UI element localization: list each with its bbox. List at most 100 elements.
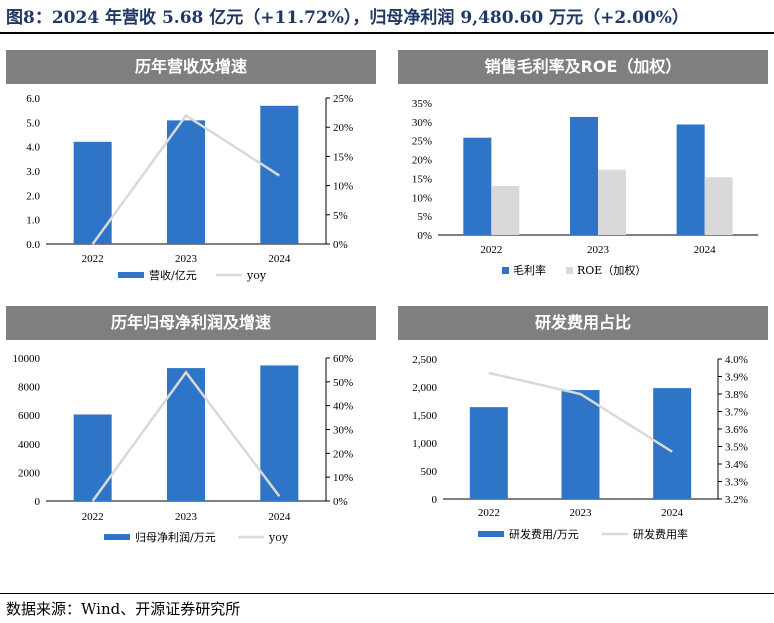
- y2-tick-label: 3.3%: [725, 477, 748, 489]
- legend-swatch: [566, 267, 573, 274]
- y-tick-label: 2,000: [412, 382, 437, 394]
- y-tick-label: 0: [35, 496, 41, 508]
- legend-label: yoy: [246, 269, 267, 282]
- x-tick-label: 2022: [82, 511, 104, 523]
- x-tick-label: 2023: [570, 507, 593, 519]
- y2-tick-label: 20%: [333, 448, 353, 460]
- y-tick-label: 2,500: [412, 354, 437, 366]
- revenue-chart-panel: 历年营收及增速 0.0 1.0 2.0 3.0 4.0 5.0 6.0 0% 5% 10% 15% 2…: [6, 50, 376, 320]
- legend-label: 归母净利润/万元: [135, 530, 216, 544]
- net-profit-chart-title: 历年归母净利润及增速: [6, 306, 376, 340]
- x-tick-label: 2022: [82, 253, 104, 265]
- y-tick-label: 8000: [18, 382, 41, 394]
- y2-tick-label: 40%: [333, 401, 353, 413]
- bottom-rule: [0, 593, 774, 594]
- x-tick-label: 2022: [480, 244, 502, 256]
- bar: [73, 141, 112, 244]
- bar: [491, 185, 520, 235]
- bar: [73, 414, 112, 501]
- y2-tick-label: 3.8%: [725, 389, 748, 401]
- y2-tick-label: 3.2%: [725, 494, 748, 506]
- y2-tick-label: 30%: [333, 425, 353, 437]
- x-tick-label: 2022: [478, 507, 500, 519]
- y-tick-label: 6000: [18, 410, 41, 422]
- y-tick-label: 25%: [412, 136, 432, 148]
- margin-roe-chart-title: 销售毛利率及ROE（加权）: [398, 50, 768, 84]
- y-tick-label: 1,000: [412, 438, 437, 450]
- y2-tick-label: 60%: [333, 353, 353, 365]
- legend-label: 毛利率: [513, 263, 546, 277]
- y-tick-label: 5%: [417, 211, 432, 223]
- bar: [704, 177, 733, 235]
- bar: [167, 120, 205, 244]
- top-rule: [0, 32, 774, 34]
- bar: [570, 116, 598, 235]
- net-profit-chart: 0 2000 4000 6000 8000 10000 0% 10% 20% 30% 40% 50% 6…: [13, 353, 354, 544]
- x-tick-label: 2023: [175, 253, 198, 265]
- rd-expense-chart: 0 500 1,000 1,500 2,000 2,500 3.2% 3.3% 3.4% 3.5%…: [412, 354, 748, 541]
- y2-tick-label: 3.6%: [725, 424, 748, 436]
- y-tick-label: 2000: [18, 467, 41, 479]
- series-line: [91, 370, 281, 502]
- y-tick-label: 5.0: [26, 117, 40, 129]
- y2-tick-label: 15%: [333, 151, 353, 163]
- y2-tick-label: 3.5%: [725, 442, 748, 454]
- legend-swatch: [478, 531, 504, 537]
- y-tick-label: 4.0: [26, 142, 40, 154]
- y2-tick-label: 0%: [333, 239, 348, 251]
- legend-label: 研发费用率: [633, 527, 688, 541]
- y2-tick-label: 10%: [333, 181, 353, 193]
- y-tick-label: 6.0: [26, 93, 40, 105]
- bar: [463, 137, 492, 235]
- y-tick-label: 35%: [412, 98, 432, 110]
- y-tick-label: 0: [432, 494, 438, 506]
- y-tick-label: 1,500: [412, 410, 437, 422]
- y-tick-label: 1.0: [26, 215, 40, 227]
- y-tick-label: 20%: [412, 155, 432, 167]
- x-tick-label: 2024: [661, 507, 684, 519]
- series-line: [488, 371, 673, 453]
- legend-swatch: [104, 534, 130, 540]
- legend-swatch: [118, 272, 144, 278]
- y2-tick-label: 3.7%: [725, 407, 748, 419]
- bar: [676, 124, 705, 235]
- legend-label: ROE（加权）: [577, 264, 646, 277]
- legend-label: 营收/亿元: [149, 268, 197, 282]
- y2-tick-label: 50%: [333, 377, 353, 389]
- y2-tick-label: 3.4%: [725, 459, 748, 471]
- y-tick-label: 3.0: [26, 166, 40, 178]
- y2-tick-label: 10%: [333, 472, 353, 484]
- rd-expense-chart-panel: 研发费用占比 0 500 1,000 1,500 2,000 2,500 3.2% 3.3% 3…: [398, 306, 768, 576]
- y-tick-label: 0.0: [26, 239, 40, 251]
- x-tick-label: 2023: [175, 511, 198, 523]
- x-tick-label: 2024: [268, 511, 291, 523]
- figure-title: 图8：2024 年营收 5.68 亿元（+11.72%），归母净利润 9,480…: [6, 8, 689, 28]
- y-tick-label: 30%: [412, 117, 432, 129]
- y-tick-label: 500: [421, 466, 438, 478]
- margin-roe-chart-panel: 销售毛利率及ROE（加权） 0% 5% 10% 15% 20% 25% 30% 35% 2022…: [398, 50, 768, 320]
- bar: [598, 169, 626, 235]
- y-tick-label: 15%: [412, 173, 432, 185]
- series-line: [91, 113, 281, 245]
- bar: [469, 407, 508, 499]
- y-tick-label: 10%: [412, 192, 432, 204]
- y-tick-label: 4000: [18, 439, 41, 451]
- y2-tick-label: 25%: [333, 93, 353, 105]
- margin-roe-chart: 0% 5% 10% 15% 20% 25% 30% 35% 2022 2023 2024 毛利率 ROE…: [412, 98, 758, 277]
- y2-tick-label: 0%: [333, 496, 348, 508]
- x-tick-label: 2024: [694, 244, 717, 256]
- net-profit-chart-panel: 历年归母净利润及增速 0 2000 4000 6000 8000 10000 0% 10% 20…: [6, 306, 376, 576]
- legend-label: yoy: [268, 531, 289, 544]
- y2-tick-label: 3.9%: [725, 372, 748, 384]
- legend-label: 研发费用/万元: [509, 527, 579, 541]
- y2-tick-label: 5%: [333, 210, 348, 222]
- revenue-chart: 0.0 1.0 2.0 3.0 4.0 5.0 6.0 0% 5% 10% 15% 20% 25% 202…: [26, 93, 353, 282]
- bar: [561, 390, 600, 499]
- x-tick-label: 2023: [587, 244, 610, 256]
- y-tick-label: 2.0: [26, 190, 40, 202]
- x-tick-label: 2024: [268, 253, 291, 265]
- bar: [260, 365, 299, 501]
- revenue-chart-title: 历年营收及增速: [6, 50, 376, 84]
- legend-swatch: [502, 267, 509, 274]
- y-tick-label: 0%: [417, 230, 432, 242]
